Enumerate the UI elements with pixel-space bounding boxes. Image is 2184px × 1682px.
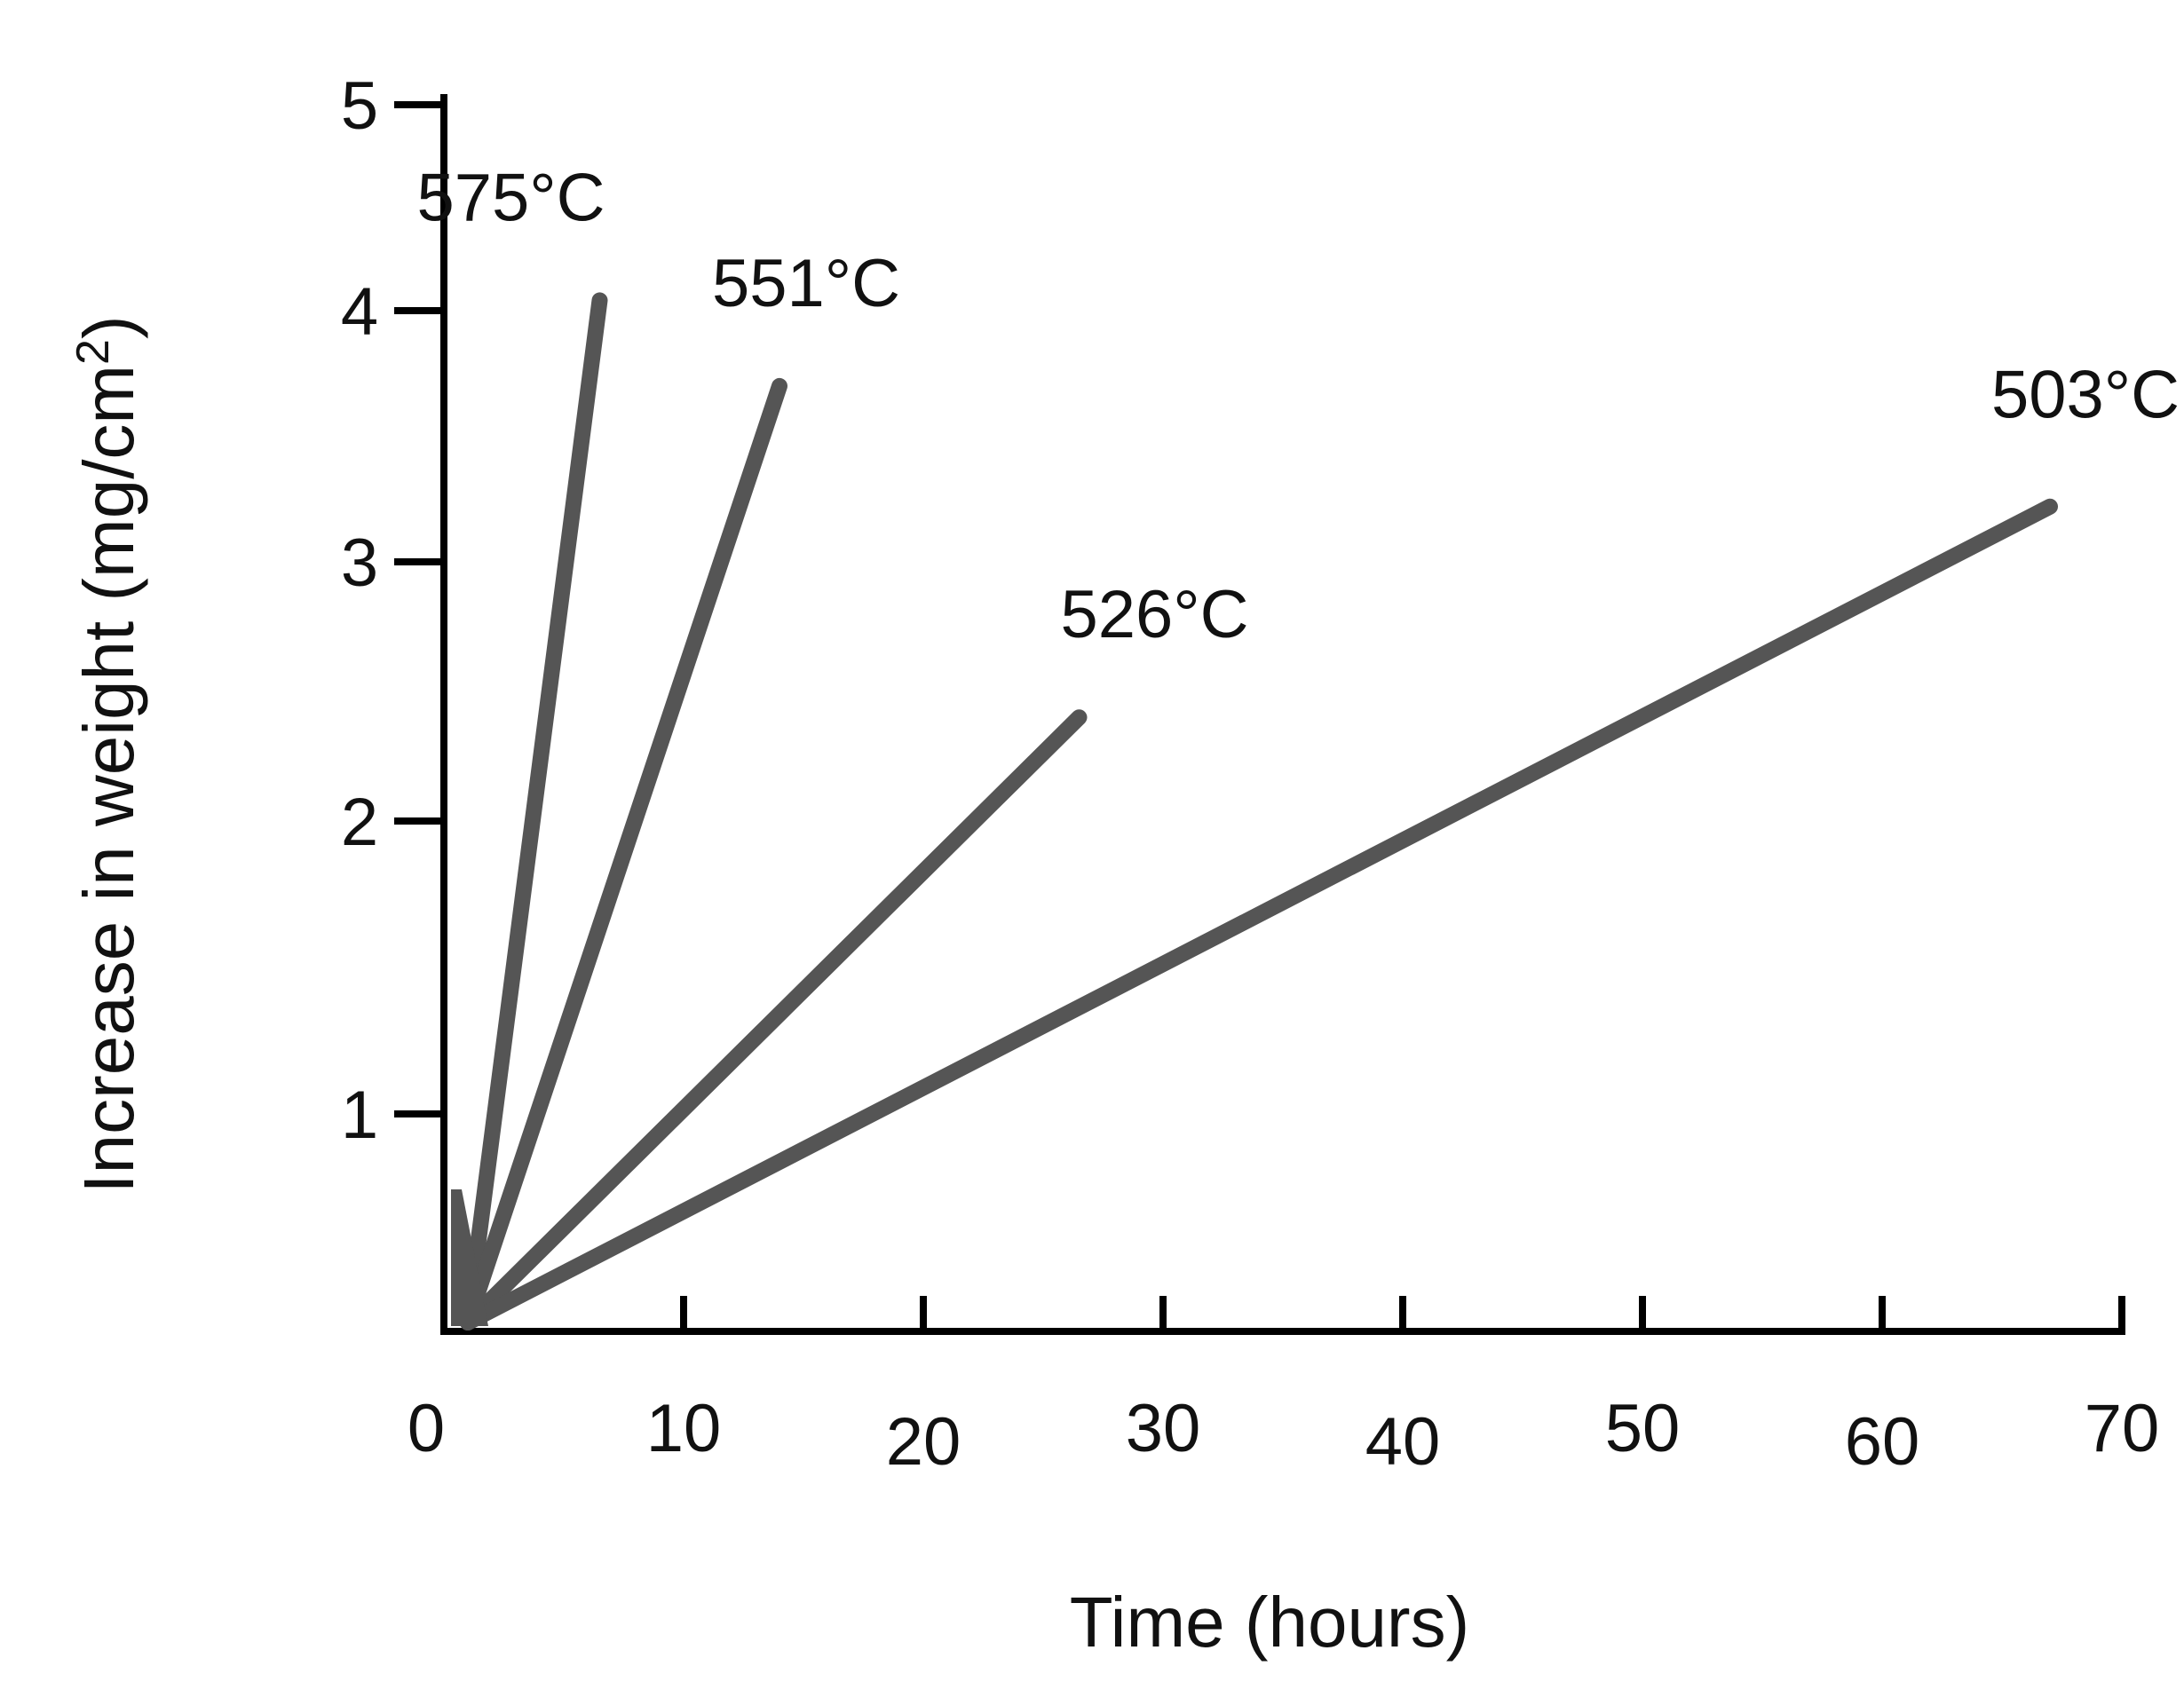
series-label: 575°C [416, 160, 605, 235]
series-label: 551°C [712, 246, 900, 321]
x-tick-label: 50 [1605, 1391, 1681, 1466]
x-tick-label: 40 [1365, 1404, 1441, 1480]
y-tick-label: 2 [341, 785, 378, 860]
y-axis-title-superscript: 2 [67, 339, 119, 365]
y-axis-title-close: ) [69, 315, 148, 339]
x-tick-label: 30 [1126, 1391, 1201, 1466]
series-line [460, 498, 2058, 1331]
x-tick-label: 60 [1845, 1404, 1920, 1480]
y-tick-label: 5 [341, 68, 378, 144]
x-tick-label: 70 [2085, 1391, 2160, 1466]
series-line [460, 377, 787, 1331]
x-axis-title: Time (hours) [1070, 1583, 1469, 1662]
series-labels: 575°C 551°C 526°C 503°C [416, 160, 2180, 652]
x-axis-ticks: 0 10 20 30 40 50 60 70 [408, 1296, 2159, 1480]
x-tick-label: 20 [886, 1404, 961, 1480]
axes [440, 94, 2125, 1335]
series-line [460, 709, 1088, 1331]
y-axis-ticks: 1 2 3 4 5 [341, 68, 444, 1153]
x-tick-label: 10 [646, 1391, 722, 1466]
y-axis-title-text: Increase in weight (mg/cm [69, 365, 148, 1194]
y-tick-label: 4 [341, 274, 378, 350]
series-label: 526°C [1060, 577, 1248, 652]
series-lines [451, 292, 2058, 1331]
y-axis-title: Increase in weight (mg/cm2) [67, 315, 148, 1193]
series-line [460, 292, 608, 1331]
x-tick-label: 0 [408, 1391, 445, 1466]
series-label: 503°C [1991, 358, 2180, 433]
y-tick-label: 1 [341, 1078, 378, 1153]
y-tick-label: 3 [341, 525, 378, 601]
origin-overlap-mark [451, 1189, 488, 1326]
